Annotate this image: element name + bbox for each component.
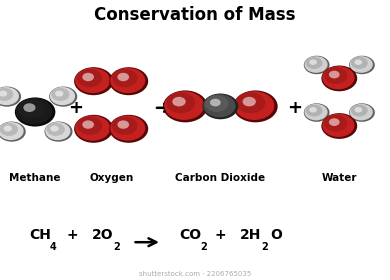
Circle shape [306,57,323,69]
Circle shape [309,59,317,65]
Circle shape [18,99,44,118]
Text: Water: Water [321,173,357,183]
Circle shape [349,103,375,122]
Circle shape [112,116,137,135]
Circle shape [205,95,229,112]
Circle shape [329,118,340,126]
Circle shape [324,67,347,84]
Circle shape [172,97,186,106]
Circle shape [45,122,71,140]
Text: CO: CO [179,228,202,242]
Circle shape [233,90,278,122]
Circle shape [321,66,357,91]
Text: Oxygen: Oxygen [89,173,133,183]
Circle shape [203,94,236,117]
Circle shape [77,69,102,87]
Circle shape [202,94,238,119]
Circle shape [44,122,73,142]
Circle shape [0,123,18,136]
Circle shape [210,99,221,106]
Circle shape [351,104,368,116]
Text: Carbon Dioxide: Carbon Dioxide [175,173,266,183]
Circle shape [309,107,317,113]
Circle shape [321,113,357,139]
Text: 2: 2 [261,242,268,252]
Text: Conservation of Mass: Conservation of Mass [94,6,296,24]
Circle shape [355,59,362,65]
Circle shape [75,68,110,93]
Text: +: + [69,99,83,117]
Circle shape [306,104,323,116]
Circle shape [16,98,52,124]
Circle shape [167,92,195,113]
Circle shape [164,91,204,120]
Text: Methane: Methane [9,173,61,183]
Circle shape [55,90,64,97]
Circle shape [304,103,330,122]
Text: 4: 4 [49,242,56,252]
Text: 2: 2 [200,242,207,252]
Text: O: O [271,228,282,242]
Circle shape [163,90,207,122]
Circle shape [110,116,145,141]
Circle shape [305,56,328,73]
Circle shape [49,87,77,107]
Circle shape [0,122,26,142]
Circle shape [322,114,355,137]
Text: +: + [287,99,302,117]
Circle shape [46,123,65,136]
Circle shape [350,104,373,120]
Circle shape [109,115,148,143]
Circle shape [0,88,13,101]
Circle shape [355,107,362,113]
Circle shape [50,125,59,132]
Circle shape [304,56,330,74]
Circle shape [243,97,256,106]
Circle shape [112,69,137,87]
Circle shape [74,67,113,95]
Text: +: + [215,228,226,242]
Circle shape [234,91,274,120]
Text: +: + [66,228,78,242]
Circle shape [0,122,24,140]
Circle shape [4,125,12,132]
Circle shape [305,104,328,120]
Circle shape [23,103,35,112]
Circle shape [0,87,21,107]
Circle shape [74,115,113,143]
Circle shape [0,87,19,105]
Circle shape [351,57,368,69]
Circle shape [350,56,373,73]
Circle shape [329,71,340,78]
Circle shape [324,115,347,132]
Text: 2O: 2O [92,228,113,242]
Circle shape [50,87,75,105]
Circle shape [322,66,355,89]
Circle shape [109,67,148,95]
Circle shape [82,120,94,129]
Circle shape [0,90,7,97]
Circle shape [117,73,129,81]
Circle shape [237,92,266,113]
Circle shape [15,97,55,127]
Circle shape [77,116,102,135]
Text: CH: CH [29,228,51,242]
Circle shape [82,73,94,81]
Circle shape [349,56,375,74]
Text: 2H: 2H [240,228,261,242]
Text: shutterstock.com · 2206765035: shutterstock.com · 2206765035 [139,271,251,277]
Circle shape [110,68,145,93]
Text: 2: 2 [113,242,120,252]
Circle shape [117,120,129,129]
Circle shape [75,116,110,141]
Circle shape [51,88,69,101]
